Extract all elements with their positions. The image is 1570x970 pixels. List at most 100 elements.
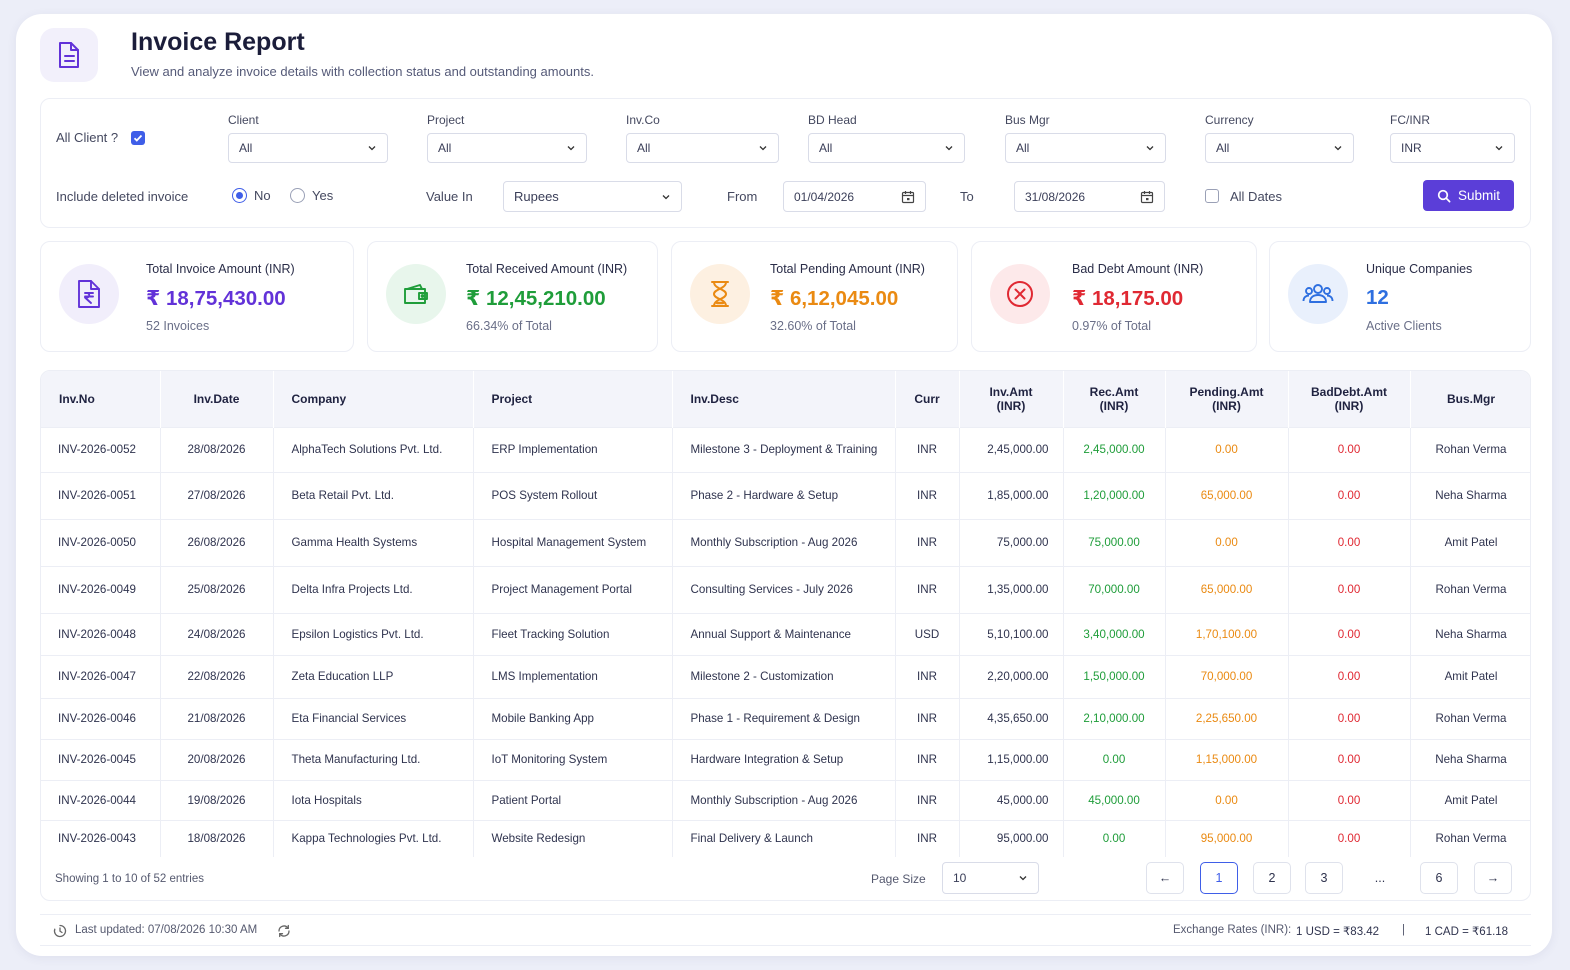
column-header-project[interactable]: Project [473, 371, 673, 427]
cell-project: POS System Rollout [473, 471, 673, 519]
invoice-rupee-icon [59, 264, 119, 324]
cell-bus-mgr: Amit Patel [1410, 779, 1530, 820]
bus-mgr-select-value: All [1016, 141, 1030, 155]
radio-yes-label: Yes [312, 188, 334, 203]
table-row[interactable]: INV-2026-0043 18/08/2026 Kappa Technologie… [41, 819, 1530, 857]
cell-project: Patient Portal [473, 779, 673, 820]
cell-pending-amt: 65,000.00 [1165, 565, 1289, 613]
table-row[interactable]: INV-2026-0044 19/08/2026 Iota Hospitals Pat… [41, 779, 1530, 820]
cell-inv-date: 24/08/2026 [160, 612, 274, 655]
page-button-6[interactable]: 6 [1420, 862, 1458, 894]
column-header-company[interactable]: Company [273, 371, 474, 427]
cell-company: Delta Infra Projects Ltd. [273, 565, 474, 613]
column-header-curr[interactable]: Curr [895, 371, 960, 427]
page-button-2[interactable]: 2 [1253, 862, 1291, 894]
cell-pending-amt: 1,15,000.00 [1165, 738, 1289, 780]
column-header-inv-date[interactable]: Inv.Date [160, 371, 274, 427]
page-button-1[interactable]: 1 [1200, 862, 1238, 894]
column-header-inv-no[interactable]: Inv.No [41, 371, 161, 427]
cell-inv-no: INV-2026-0048 [41, 612, 161, 655]
table-row[interactable]: INV-2026-0048 24/08/2026 Epsilon Logistics… [41, 612, 1530, 655]
refresh-icon[interactable] [277, 924, 291, 938]
include-deleted-no-radio[interactable] [232, 188, 247, 203]
cell-rec-amt: 3,40,000.00 [1063, 612, 1166, 655]
submit-button-label: Submit [1457, 188, 1501, 203]
page-size-select[interactable]: 10 [942, 862, 1039, 894]
chevron-down-icon [1019, 876, 1027, 881]
currency-select[interactable]: All [1205, 133, 1354, 163]
bus-mgr-select[interactable]: All [1005, 133, 1166, 163]
bus-mgr-label: Bus Mgr [1005, 113, 1050, 127]
page-number: 6 [1435, 871, 1443, 885]
cell-bus-mgr: Neha Sharma [1410, 612, 1530, 655]
cell-rec-amt: 75,000.00 [1063, 518, 1166, 566]
cell-inv-amt: 5,10,100.00 [959, 612, 1064, 655]
cell-project: Hospital Management System [473, 518, 673, 566]
client-select[interactable]: All [228, 133, 388, 163]
fc-inr-select[interactable]: INR [1390, 133, 1515, 163]
cell-curr: INR [895, 819, 960, 857]
ellipsis-text: ... [1374, 871, 1386, 885]
cell-curr: INR [895, 697, 960, 739]
table-row[interactable]: INV-2026-0049 25/08/2026 Delta Infra Proje… [41, 565, 1530, 613]
cell-curr: INR [895, 518, 960, 566]
cell-curr: INR [895, 471, 960, 519]
cell-project: Fleet Tracking Solution [473, 612, 673, 655]
cell-project: Mobile Banking App [473, 697, 673, 739]
cell-inv-date: 20/08/2026 [160, 738, 274, 780]
cell-pending-amt: 0.00 [1165, 426, 1289, 472]
next-page-button[interactable]: → [1474, 862, 1512, 894]
from-date-input[interactable]: 01/04/2026 [783, 181, 926, 212]
column-header-pending-amt[interactable]: Pending.Amt (INR) [1165, 371, 1289, 427]
rate-separator: | [1402, 924, 1405, 936]
table-row[interactable]: INV-2026-0047 22/08/2026 Zeta Education LL… [41, 654, 1530, 698]
inv-co-select[interactable]: All [626, 133, 779, 163]
column-header-inv-amt[interactable]: Inv.Amt (INR) [959, 371, 1064, 427]
calendar-icon[interactable] [901, 190, 915, 204]
value-in-select[interactable]: Rupees [503, 181, 682, 212]
calendar-icon[interactable] [1140, 190, 1154, 204]
users-icon [1288, 264, 1348, 324]
project-select[interactable]: All [427, 133, 587, 163]
cell-inv-amt: 75,000.00 [959, 518, 1064, 566]
bd-head-select[interactable]: All [808, 133, 965, 163]
client-label: Client [228, 113, 259, 127]
cell-inv-no: INV-2026-0050 [41, 518, 161, 566]
document-icon [40, 28, 98, 82]
inv-co-label: Inv.Co [626, 113, 660, 127]
cell-inv-no: INV-2026-0046 [41, 697, 161, 739]
cell-inv-date: 18/08/2026 [160, 819, 274, 857]
cell-curr: USD [895, 612, 960, 655]
cell-rec-amt: 1,50,000.00 [1063, 654, 1166, 698]
page-button-3[interactable]: 3 [1305, 862, 1343, 894]
column-header-bus-mgr[interactable]: Bus.Mgr [1410, 371, 1530, 427]
cell-bus-mgr: Amit Patel [1410, 654, 1530, 698]
include-deleted-yes-radio[interactable] [290, 188, 305, 203]
column-header-rec-amt[interactable]: Rec.Amt (INR) [1063, 371, 1166, 427]
all-dates-checkbox[interactable] [1205, 189, 1219, 203]
card-bad-debt: Bad Debt Amount (INR) ₹ 18,175.00 0.97% … [971, 241, 1257, 352]
table-row[interactable]: INV-2026-0050 26/08/2026 Gamma Health Syst… [41, 518, 1530, 566]
inv-co-select-value: All [637, 141, 651, 155]
card-subtext: 32.60% of Total [770, 319, 856, 333]
cell-inv-amt: 2,20,000.00 [959, 654, 1064, 698]
page-size-label: Page Size [871, 872, 926, 886]
prev-page-button[interactable]: ← [1146, 862, 1184, 894]
column-header-baddebt-amt[interactable]: BadDebt.Amt (INR) [1288, 371, 1411, 427]
to-date-input[interactable]: 31/08/2026 [1014, 181, 1165, 212]
page-number: 1 [1215, 871, 1223, 885]
cell-inv-amt: 1,15,000.00 [959, 738, 1064, 780]
cell-inv-amt: 2,45,000.00 [959, 426, 1064, 472]
table-row[interactable]: INV-2026-0051 27/08/2026 Beta Retail Pvt. … [41, 471, 1530, 519]
cell-curr: INR [895, 426, 960, 472]
cell-inv-date: 28/08/2026 [160, 426, 274, 472]
cell-curr: INR [895, 779, 960, 820]
table-row[interactable]: INV-2026-0052 28/08/2026 AlphaTech Solutio… [41, 426, 1530, 472]
table-row[interactable]: INV-2026-0046 21/08/2026 Eta Financial Ser… [41, 697, 1530, 739]
invoice-table: Inv.No Inv.Date Company Project Inv.Desc Curr… [40, 370, 1531, 901]
all-client-checkbox[interactable] [131, 131, 145, 145]
table-row[interactable]: INV-2026-0045 20/08/2026 Theta Manufacturi… [41, 738, 1530, 780]
cell-rec-amt: 2,45,000.00 [1063, 426, 1166, 472]
column-header-inv-desc[interactable]: Inv.Desc [672, 371, 896, 427]
submit-button[interactable]: Submit [1423, 180, 1514, 211]
